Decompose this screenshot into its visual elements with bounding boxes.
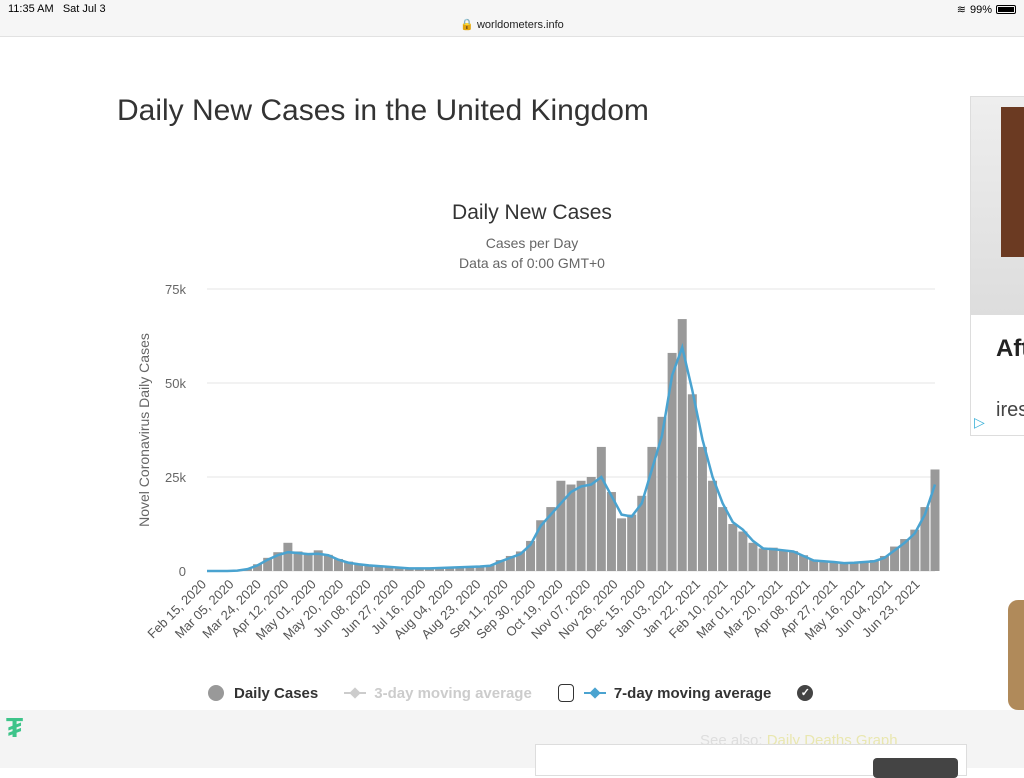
y-tick-label: 50k <box>165 376 186 391</box>
daily-cases-bar <box>759 548 768 571</box>
daily-cases-bar <box>769 548 778 571</box>
daily-cases-bar <box>738 532 747 571</box>
chart-subtitle: Cases per Day <box>486 235 579 251</box>
daily-cases-bar <box>567 485 576 571</box>
daily-cases-bar <box>304 553 313 571</box>
y-tick-label: 25k <box>165 470 186 485</box>
daily-cases-bar <box>688 394 697 571</box>
ad-image-side <box>1008 600 1024 710</box>
legend-7day[interactable]: 7-day moving average <box>584 685 772 702</box>
legend-line-icon <box>584 692 606 694</box>
chart-subtitle-date: Data as of 0:00 GMT+0 <box>459 255 605 271</box>
chart-title: Daily New Cases <box>452 201 612 224</box>
legend-dot-icon <box>208 685 224 701</box>
daily-cases-bar <box>779 550 788 571</box>
daily-cases-bar <box>597 447 606 571</box>
legend-line-icon <box>344 692 366 694</box>
daily-cases-bar <box>587 477 596 571</box>
chart-legend: Daily Cases 3-day moving average 7-day m… <box>208 684 813 702</box>
daily-cases-bar <box>577 481 586 571</box>
legend-3day[interactable]: 3-day moving average <box>344 685 532 702</box>
popup-button[interactable] <box>873 758 958 778</box>
daily-cases-bar <box>668 353 677 571</box>
toggle-7day-checkbox[interactable]: ✓ <box>797 685 813 701</box>
daily-cases-bar <box>749 543 758 571</box>
daily-cases-bar <box>556 481 565 571</box>
y-tick-label: 0 <box>179 564 186 579</box>
daily-cases-bar <box>718 507 727 571</box>
y-axis-label: Novel Coronavirus Daily Cases <box>136 333 152 527</box>
app-logo-icon[interactable]: ₮ <box>6 712 23 744</box>
daily-cases-bar <box>617 518 626 571</box>
daily-cases-bar <box>283 543 292 571</box>
daily-cases-bar <box>698 447 707 571</box>
legend-daily-cases[interactable]: Daily Cases <box>208 685 318 702</box>
daily-cases-bar <box>627 515 636 571</box>
y-tick-label: 75k <box>165 282 186 297</box>
daily-cases-bar <box>728 524 737 571</box>
daily-cases-bar <box>708 481 717 571</box>
toggle-3day-checkbox[interactable] <box>558 684 574 702</box>
